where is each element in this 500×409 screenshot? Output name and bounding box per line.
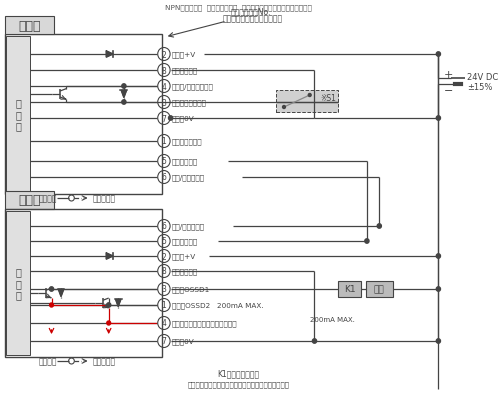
Circle shape (106, 303, 111, 308)
Text: 24V DC: 24V DC (467, 73, 498, 82)
Text: 内部回路: 内部回路 (38, 357, 57, 366)
Circle shape (377, 224, 382, 229)
Circle shape (282, 106, 286, 109)
Text: 負荷: 負荷 (374, 285, 384, 294)
Text: 接続ケーブルのリード線の色: 接続ケーブルのリード線の色 (223, 14, 283, 23)
Text: （橙）同期＋: （橙）同期＋ (172, 238, 198, 245)
Text: 受光器: 受光器 (18, 194, 41, 207)
Text: 6: 6 (162, 222, 166, 231)
Circle shape (365, 239, 369, 244)
Text: 7: 7 (162, 337, 166, 346)
Text: （橙）同期＋: （橙）同期＋ (172, 158, 198, 165)
Bar (366, 281, 392, 297)
Circle shape (308, 94, 311, 97)
Text: （黄緑/黒）補助出力: （黄緑/黒）補助出力 (172, 83, 213, 90)
Text: 投光器: 投光器 (18, 20, 41, 32)
Text: 5: 5 (162, 157, 166, 166)
Bar (276, 91, 338, 113)
Text: ±15%: ±15% (467, 82, 492, 91)
Text: （シールド）: （シールド） (172, 268, 198, 274)
Text: （黄緑）外部デバイスモニタ入力: （黄緑）外部デバイスモニタ入力 (172, 320, 237, 326)
Circle shape (50, 303, 54, 307)
Text: 主
回
路: 主 回 路 (15, 98, 21, 131)
Text: 1: 1 (162, 137, 166, 146)
Text: 3: 3 (162, 98, 166, 107)
Text: 外部接続例: 外部接続例 (92, 357, 116, 366)
Bar (338, 281, 361, 297)
Text: ※S1: ※S1 (320, 94, 336, 103)
Text: （青）0V: （青）0V (172, 338, 194, 344)
Text: （黒）OSSD1: （黒）OSSD1 (172, 286, 210, 292)
Text: （茶）+V: （茶）+V (172, 52, 196, 58)
Circle shape (122, 85, 126, 89)
Text: （青）0V: （青）0V (172, 115, 194, 122)
Text: （橙/黒）同期－: （橙/黒）同期－ (172, 174, 204, 181)
Text: 1: 1 (162, 301, 166, 310)
Bar (6, 37, 30, 193)
Text: 主
回
路: 主 回 路 (15, 267, 21, 300)
Polygon shape (58, 290, 64, 297)
Text: （強制ガイド式リレーまたはマグネットコンタクタ）: （強制ガイド式リレーまたはマグネットコンタクタ） (188, 381, 289, 387)
Text: 2: 2 (162, 50, 166, 59)
Circle shape (122, 101, 126, 105)
Text: （茶）+V: （茶）+V (172, 253, 196, 260)
Bar (5, 191, 54, 209)
Text: 5: 5 (162, 237, 166, 246)
Bar (5, 35, 162, 195)
Text: （薄紫）無接続: （薄紫）無接続 (172, 138, 202, 145)
Text: −: − (444, 86, 454, 96)
Bar (5, 209, 162, 357)
Polygon shape (106, 52, 113, 58)
Text: 6: 6 (162, 173, 166, 182)
Text: 3: 3 (162, 285, 166, 294)
Text: 200mA MAX.: 200mA MAX. (310, 316, 354, 322)
Text: K1：外部デバイス: K1：外部デバイス (217, 369, 260, 378)
Circle shape (50, 287, 54, 292)
Text: 8: 8 (162, 66, 166, 75)
Bar (5, 17, 54, 35)
Circle shape (436, 287, 440, 292)
Text: 7: 7 (162, 114, 166, 123)
Text: 2: 2 (162, 252, 166, 261)
Circle shape (436, 53, 440, 57)
Circle shape (436, 254, 440, 258)
Bar (6, 211, 30, 355)
Circle shape (436, 117, 440, 121)
Text: NPN出力タイプ  入・出力回路図  ＜外部デバイスモニタ無効の場合＞: NPN出力タイプ 入・出力回路図 ＜外部デバイスモニタ無効の場合＞ (165, 4, 312, 11)
Text: +: + (444, 70, 454, 80)
Polygon shape (116, 300, 121, 307)
Circle shape (436, 339, 440, 344)
Text: 4: 4 (162, 319, 166, 328)
Circle shape (107, 321, 110, 325)
Circle shape (312, 339, 316, 344)
Text: コネクタピンNo.: コネクタピンNo. (230, 7, 271, 16)
Text: （橙/黒）同期－: （橙/黒）同期－ (172, 223, 204, 230)
Text: （桃）テスト入力: （桃）テスト入力 (172, 99, 206, 106)
Text: 外部接続例: 外部接続例 (92, 194, 116, 203)
Text: K1: K1 (344, 285, 356, 294)
Text: 8: 8 (162, 267, 166, 276)
Text: （シールド）: （シールド） (172, 67, 198, 74)
Circle shape (168, 117, 172, 121)
Text: 内部回路: 内部回路 (38, 194, 57, 203)
Text: 4: 4 (162, 82, 166, 91)
Text: （白）OSSD2   200mA MAX.: （白）OSSD2 200mA MAX. (172, 302, 263, 308)
Polygon shape (106, 253, 113, 260)
Polygon shape (121, 91, 126, 98)
